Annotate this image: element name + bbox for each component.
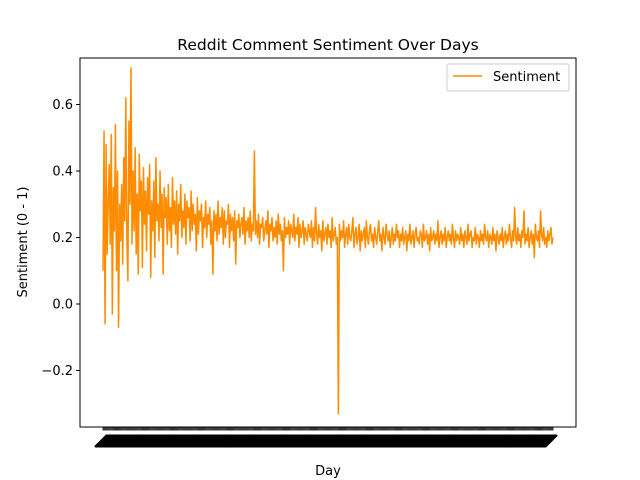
chart-title: Reddit Comment Sentiment Over Days: [177, 36, 478, 54]
x-axis: [95, 427, 557, 447]
y-tick-label: 0.0: [52, 298, 73, 313]
y-tick-label: 0.2: [52, 231, 73, 246]
x-tick-labels: [95, 435, 557, 447]
y-tick-label: 0.4: [52, 165, 73, 180]
y-axis-label: Sentiment (0 - 1): [16, 187, 31, 298]
y-tick-label: 0.6: [52, 98, 73, 113]
legend: Sentiment: [447, 64, 569, 91]
y-tick-label: −0.2: [41, 364, 73, 379]
x-axis-label: Day: [315, 464, 341, 479]
legend-label: Sentiment: [493, 70, 560, 85]
